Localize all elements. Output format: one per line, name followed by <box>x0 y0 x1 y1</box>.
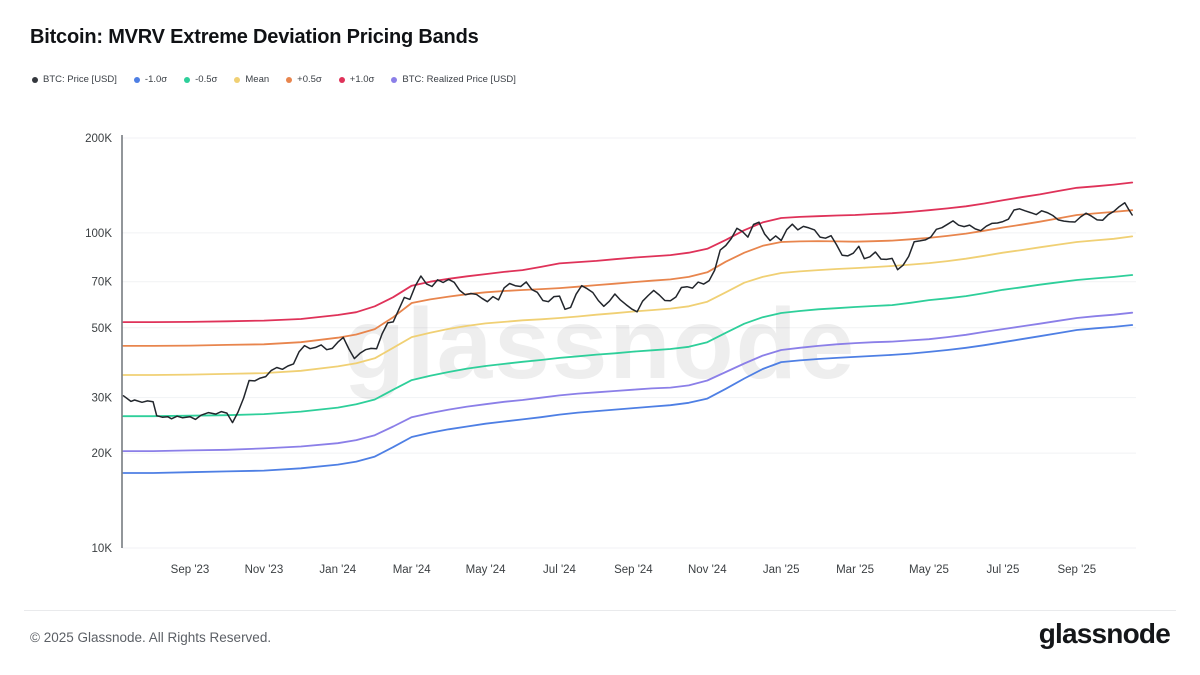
x-tick-label: Mar '24 <box>393 564 432 576</box>
y-tick-label: 20K <box>92 448 113 460</box>
legend-dot-icon <box>286 76 293 83</box>
x-tick-label: Jul '24 <box>543 564 576 576</box>
price-chart[interactable]: glassnode 200K 100K 70K 50K 30K 20K 10K Sep '23 N… <box>0 0 1200 600</box>
legend-item-label: -0.5σ <box>195 74 218 85</box>
x-tick-label: Sep '23 <box>171 564 210 576</box>
legend-item-5[interactable]: +1.0σ <box>338 74 375 85</box>
legend-dot-icon <box>338 76 345 83</box>
chart-legend: BTC: Price [USD] -1.0σ -0.5σ Mean +0.5σ +1.0σ… <box>32 74 516 85</box>
series-realized-price <box>122 311 1134 452</box>
y-tick-label: 10K <box>92 543 113 555</box>
glassnode-logo: glassnode <box>1038 618 1171 649</box>
legend-dot-icon <box>133 76 140 83</box>
x-tick-label: Jan '24 <box>319 564 356 576</box>
x-tick-label: Nov '23 <box>245 564 284 576</box>
legend-item-label: Mean <box>245 74 270 85</box>
x-tick-label: Jul '25 <box>986 564 1019 576</box>
footer-copyright: © 2025 Glassnode. All Rights Reserved. <box>30 630 272 645</box>
series-mean <box>122 235 1134 376</box>
legend-item-label: -1.0σ <box>144 74 168 85</box>
x-tick-label: May '25 <box>909 564 949 576</box>
legend-item-6[interactable]: BTC: Realized Price [USD] <box>391 74 516 85</box>
y-tick-label: 50K <box>92 323 113 335</box>
x-tick-label: Sep '24 <box>614 564 653 576</box>
legend-dot-icon <box>391 76 398 83</box>
x-tick-label: Jan '25 <box>763 564 800 576</box>
legend-item-2[interactable]: -0.5σ <box>184 74 217 85</box>
series-plus-05-sigma <box>122 209 1134 347</box>
y-tick-label: 200K <box>85 133 112 145</box>
legend-item-label: BTC: Realized Price [USD] <box>402 74 516 85</box>
legend-item-3[interactable]: Mean <box>234 74 269 85</box>
glassnode-watermark: glassnode <box>344 288 857 400</box>
legend-item-0[interactable]: BTC: Price [USD] <box>32 74 117 85</box>
y-tick-label: 100K <box>85 228 112 240</box>
x-tick-label: May '24 <box>466 564 507 576</box>
series-minus-05-sigma <box>122 274 1134 418</box>
legend-item-label: +1.0σ <box>349 74 375 85</box>
legend-dot-icon <box>32 76 38 83</box>
x-tick-label: Sep '25 <box>1057 564 1096 576</box>
footer-divider <box>24 610 1176 611</box>
series-minus-1-sigma <box>122 324 1134 474</box>
legend-dot-icon <box>234 76 241 83</box>
page-title: Bitcoin: MVRV Extreme Deviation Pricing … <box>30 26 479 48</box>
legend-item-label: BTC: Price [USD] <box>43 74 117 85</box>
x-tick-label: Mar '25 <box>836 564 874 576</box>
y-tick-label: 70K <box>92 277 113 289</box>
legend-item-4[interactable]: +0.5σ <box>286 74 322 85</box>
y-tick-label: 30K <box>92 393 113 405</box>
series-btc-price <box>122 202 1133 424</box>
x-tick-label: Nov '24 <box>688 564 727 576</box>
series-plus-1-sigma <box>122 181 1134 323</box>
legend-item-label: +0.5σ <box>297 74 322 85</box>
legend-dot-icon <box>184 76 191 83</box>
legend-item-1[interactable]: -1.0σ <box>133 74 168 85</box>
